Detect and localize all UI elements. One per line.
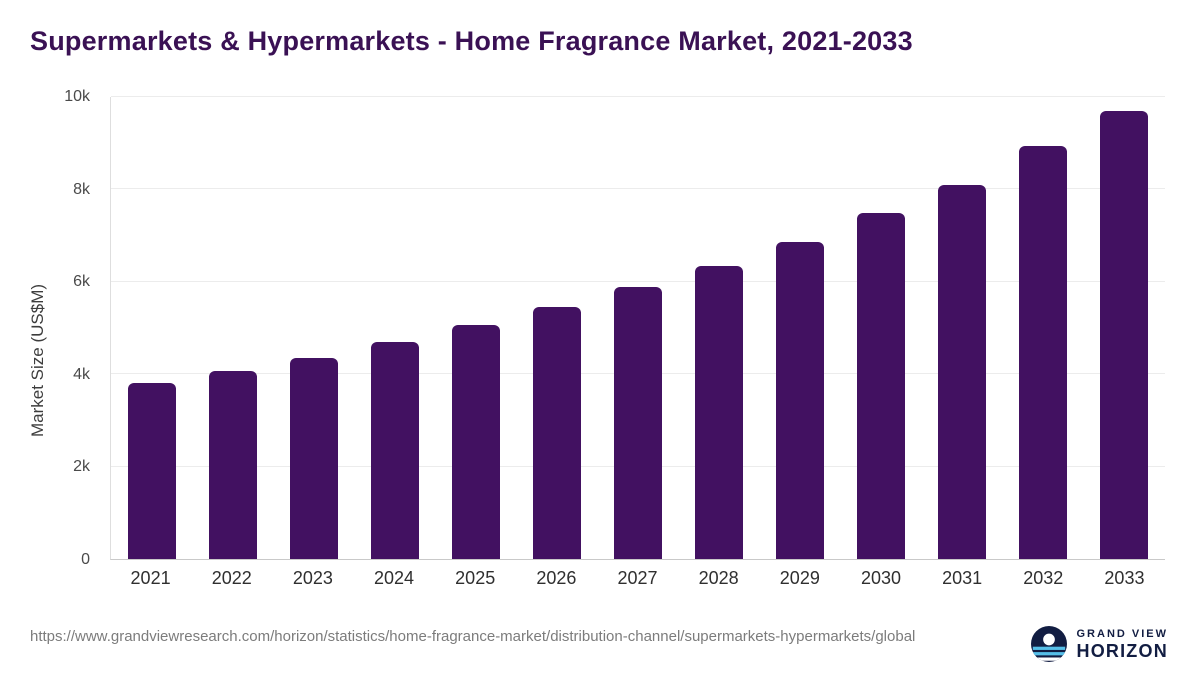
x-tick-label-2031: 2031 <box>942 568 983 588</box>
y-axis-labels: 0 2k 4k 6k 8k 10k <box>48 89 98 568</box>
x-tick-label-2025: 2025 <box>455 568 496 588</box>
bar-2031 <box>938 185 987 559</box>
x-tick-label-2021: 2021 <box>130 568 171 588</box>
x-tick-label-2026: 2026 <box>536 568 577 588</box>
bar-2025 <box>451 325 500 559</box>
logo-text: GRAND VIEW HORIZON <box>1077 627 1169 661</box>
x-tick-label-2022: 2022 <box>211 568 252 588</box>
bar-2026 <box>532 307 581 559</box>
source-url: https://www.grandviewresearch.com/horizo… <box>30 628 916 645</box>
y-tick-label-4k: 4k <box>73 365 90 383</box>
gridline-10k <box>111 96 1165 97</box>
x-tick-label-2032: 2032 <box>1023 568 1064 588</box>
bars <box>111 97 1165 559</box>
y-axis-title: Market Size (US$M) <box>28 283 47 437</box>
y-tick-label-8k: 8k <box>73 180 90 198</box>
bar-2032 <box>1019 145 1068 559</box>
x-tick-label-2023: 2023 <box>292 568 333 588</box>
bar-2021 <box>127 383 176 559</box>
x-tick-label-2029: 2029 <box>779 568 820 588</box>
bar-2029 <box>776 242 825 559</box>
logo-text-top: GRAND VIEW <box>1076 628 1168 640</box>
y-tick-label-0: 0 <box>81 551 90 568</box>
bar-2030 <box>857 212 906 559</box>
bar-2022 <box>208 371 257 559</box>
plot-area <box>110 96 1165 560</box>
gridline-8k <box>111 188 1165 190</box>
gridline-6k <box>111 280 1165 282</box>
bar-2024 <box>370 341 419 559</box>
y-tick-label-6k: 6k <box>73 273 90 291</box>
x-tick-label-2030: 2030 <box>860 568 901 588</box>
page-title: Supermarkets & Hypermarkets - Home Fragr… <box>30 26 913 56</box>
y-tick-label-2k: 2k <box>73 458 90 476</box>
x-tick-label-2028: 2028 <box>698 568 739 588</box>
bar-2033 <box>1100 111 1149 559</box>
bar-2028 <box>694 266 743 559</box>
brand-logo: GRAND VIEW HORIZON <box>1030 626 1169 662</box>
bar-2027 <box>613 286 662 559</box>
bar-2023 <box>289 357 338 559</box>
logo-text-bottom: HORIZON <box>1076 641 1168 661</box>
horizon-sun-icon <box>1030 626 1067 662</box>
x-tick-label-2027: 2027 <box>617 568 658 588</box>
x-tick-label-2024: 2024 <box>374 568 415 588</box>
y-tick-label-10k: 10k <box>64 88 90 105</box>
x-axis-labels: 2021 2022 2023 2024 2025 2026 2027 2028 2029 2030… <box>110 568 1165 589</box>
x-tick-label-2033: 2033 <box>1104 568 1145 588</box>
